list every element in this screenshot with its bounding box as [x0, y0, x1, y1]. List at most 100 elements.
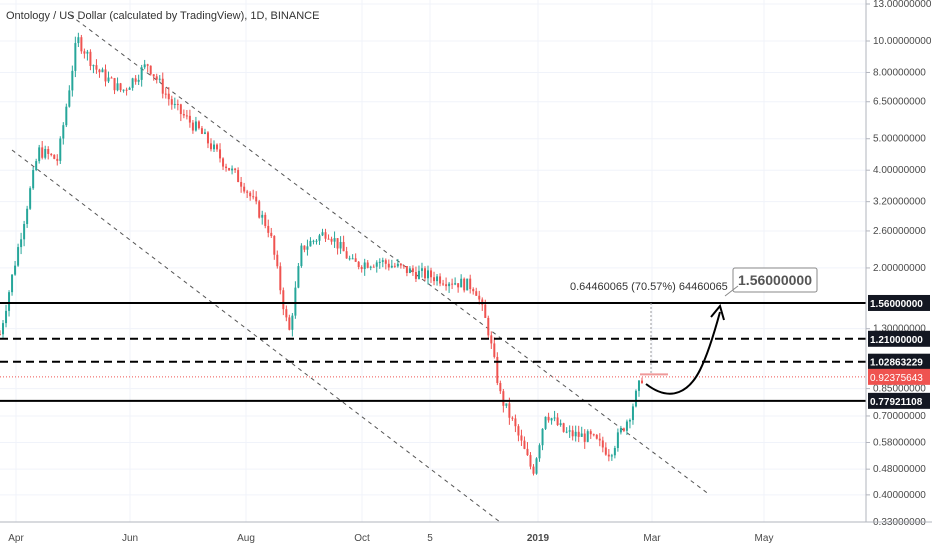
candle [59, 136, 62, 164]
candle [354, 253, 357, 262]
candle [237, 167, 240, 183]
candle [264, 212, 267, 229]
arrow-head-icon [710, 303, 725, 321]
level-badge-label: 1.21000000 [870, 335, 923, 346]
y-tick-label: 8.00000000 [873, 67, 926, 78]
candle [378, 258, 381, 269]
candle [535, 457, 538, 475]
candle [276, 250, 279, 269]
candle [496, 352, 499, 386]
candle [336, 238, 339, 255]
candle [149, 65, 152, 76]
level-badge-label: 1.02863229 [870, 358, 923, 369]
y-tick-label: 5.00000000 [873, 134, 926, 145]
candle [249, 191, 252, 201]
candle [641, 377, 643, 384]
candle [427, 265, 429, 285]
candle [80, 34, 83, 54]
candle [387, 259, 390, 271]
candle [68, 85, 71, 108]
candle [420, 262, 423, 278]
candle [396, 258, 399, 268]
candle [393, 262, 396, 268]
x-tick-label: Oct [354, 533, 370, 544]
candle [89, 49, 92, 71]
candle [255, 191, 258, 205]
candle [161, 72, 164, 99]
candle [541, 428, 544, 451]
candle [616, 428, 619, 452]
candle [252, 189, 255, 200]
candle [113, 77, 116, 95]
candle [267, 219, 270, 238]
candle [601, 436, 604, 453]
y-tick-label: 0.48000000 [873, 464, 926, 475]
candle [83, 48, 86, 59]
level-badges: 1.56000000 1.21000000 1.02863229 0.77921108… [868, 294, 930, 409]
candle [5, 304, 8, 328]
candle [511, 416, 514, 421]
candle [152, 74, 155, 81]
candle [179, 103, 182, 122]
projection-annotation: 0.64460065 (70.57%) 64460065 1.56000000 [570, 267, 818, 395]
candle [514, 414, 517, 433]
candle [463, 277, 466, 293]
price-axis-labels: 13.00000000 10.00000000 8.00000000 6.500000… [866, 0, 932, 528]
candle [348, 255, 351, 261]
candle [14, 260, 17, 276]
candle [213, 140, 215, 153]
candle [200, 126, 203, 135]
candle [26, 205, 29, 228]
candle [234, 167, 237, 173]
candle [44, 145, 47, 160]
candle [98, 68, 101, 78]
candle [583, 429, 586, 449]
candle [390, 259, 393, 269]
candle [107, 71, 110, 84]
target-badge-label: 1.56000000 [738, 272, 812, 288]
candle [417, 265, 420, 280]
candle [65, 103, 68, 128]
candle [167, 87, 170, 106]
x-tick-label: Jun [122, 533, 138, 544]
candle [481, 297, 484, 311]
candle [402, 264, 405, 269]
candle [553, 410, 556, 422]
candle [122, 89, 125, 93]
candle [559, 419, 562, 427]
candle [366, 260, 369, 269]
candle [77, 32, 80, 48]
candle [384, 258, 387, 270]
candle [436, 274, 439, 286]
candle [586, 429, 589, 443]
candle [414, 266, 417, 283]
candle [155, 73, 158, 84]
candle [532, 464, 535, 476]
candle [442, 279, 445, 286]
candle [273, 235, 276, 260]
candle [194, 116, 197, 132]
candle [360, 265, 363, 273]
candle [571, 425, 574, 441]
candle [240, 176, 243, 193]
candle [622, 427, 625, 433]
candle [86, 49, 89, 61]
candle [297, 263, 300, 289]
candle [499, 380, 502, 394]
y-tick-label: 6.50000000 [873, 97, 926, 108]
level-badge [868, 294, 930, 311]
candle [538, 443, 541, 462]
x-tick-label: May [755, 533, 774, 544]
price-axis[interactable] [865, 0, 932, 550]
candle [490, 331, 493, 349]
x-tick-label: 5 [427, 533, 433, 544]
candle [451, 278, 454, 290]
candle [369, 265, 372, 271]
candle [309, 237, 312, 247]
candle [475, 287, 478, 296]
y-tick-label: 0.58000000 [873, 437, 926, 448]
candle [430, 267, 433, 283]
y-tick-label: 0.40000000 [873, 490, 926, 501]
target-badge[interactable] [732, 267, 818, 293]
